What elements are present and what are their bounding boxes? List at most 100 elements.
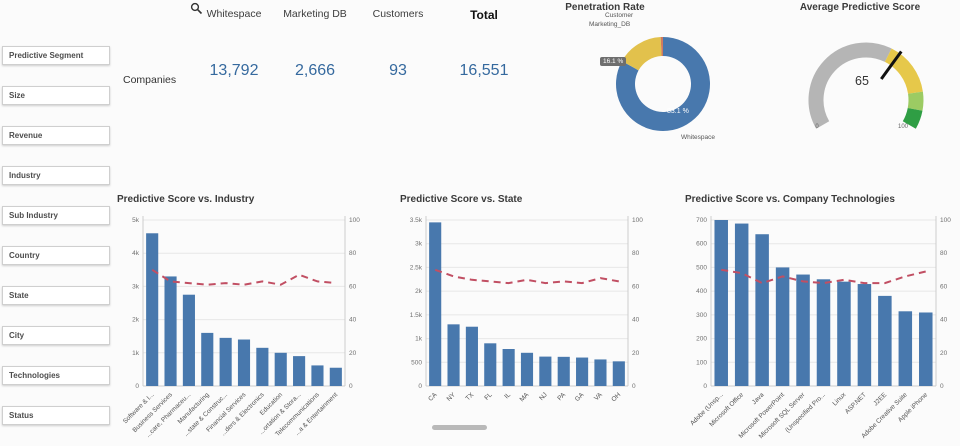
bar[interactable]: [274, 352, 287, 386]
kpi-value-row: 13,792 2,666 93 16,551: [195, 62, 529, 80]
bar[interactable]: [594, 359, 607, 386]
bar[interactable]: [293, 356, 306, 386]
category-label: Software & I...: [122, 391, 156, 425]
right-axis-tick: 0: [940, 383, 944, 390]
category-label: GA: [574, 391, 586, 403]
donut-label-marketing-db: Marketing_DB: [589, 21, 631, 28]
bar[interactable]: [837, 281, 851, 386]
predictive-score-gauge[interactable]: 65 0 100: [788, 28, 948, 143]
right-axis-tick: 0: [632, 383, 636, 390]
penetration-donut-chart[interactable]: Customer Marketing_DB Whitespace 16.1 % …: [575, 12, 750, 147]
filter-country[interactable]: Country: [2, 246, 110, 265]
combo-chart-state[interactable]: 0 500 1k 1.5k 2k 2.5k 3k 3.5k 0 20 40 60 80 100 CA NY TX…: [398, 212, 652, 441]
bar[interactable]: [796, 274, 810, 386]
bar[interactable]: [447, 324, 460, 386]
category-label: NY: [446, 391, 458, 403]
left-axis-tick: 500: [411, 359, 422, 366]
bar[interactable]: [146, 233, 159, 386]
right-axis-tick: 100: [632, 217, 643, 224]
bar[interactable]: [201, 332, 214, 386]
bar[interactable]: [734, 223, 749, 386]
left-axis-tick: 100: [696, 359, 707, 366]
bar[interactable]: [714, 220, 728, 386]
bar[interactable]: [539, 356, 552, 386]
right-axis-tick: 20: [349, 350, 357, 357]
bar[interactable]: [898, 311, 913, 386]
bar[interactable]: [329, 367, 342, 386]
category-label: IL: [503, 391, 512, 400]
bar[interactable]: [465, 326, 478, 386]
right-axis-tick: 60: [632, 283, 640, 290]
category-label: PA: [556, 391, 567, 402]
donut-label-customer: Customer: [605, 12, 634, 19]
chart-score-vs-industry[interactable]: Predictive Score vs. Industry 0 1k 2k 3k 4k 5…: [115, 194, 369, 446]
kpi-value-customers: 93: [389, 62, 407, 79]
combo-chart-technologies[interactable]: 0100200300400500600700020406080100Adobe …: [683, 212, 960, 441]
search-icon[interactable]: [190, 2, 203, 15]
kpi-column-whitespace: Whitespace: [206, 8, 262, 20]
filter-revenue[interactable]: Revenue: [2, 126, 110, 145]
category-label: Java: [751, 391, 766, 406]
left-axis-tick: 5k: [132, 217, 140, 224]
bar[interactable]: [755, 234, 769, 386]
chart-score-vs-state[interactable]: Predictive Score vs. State 0 500 1k 1.5k 2k 2…: [398, 194, 652, 446]
bar[interactable]: [878, 295, 892, 386]
bar[interactable]: [484, 343, 497, 386]
bar[interactable]: [857, 284, 872, 386]
donut-slice-customer[interactable]: [660, 37, 663, 57]
left-axis-tick: 0: [703, 383, 707, 390]
donut-slice-marketing-db[interactable]: [621, 37, 662, 71]
filter-industry[interactable]: Industry: [2, 166, 110, 185]
bar[interactable]: [919, 312, 933, 386]
donut-minor-percent: 16.1 %: [600, 57, 627, 66]
filter-city[interactable]: City: [2, 326, 110, 345]
horizontal-scrollbar[interactable]: [432, 425, 487, 430]
category-label: VA: [593, 391, 604, 402]
donut-slice-whitespace[interactable]: [616, 37, 711, 131]
gauge-max-label: 100: [897, 124, 908, 130]
left-axis-tick: 0: [135, 383, 139, 390]
bar[interactable]: [612, 361, 625, 386]
donut-major-percent: 83.1 %: [667, 108, 689, 115]
bar[interactable]: [576, 357, 589, 386]
bar[interactable]: [816, 279, 831, 386]
category-label: OH: [610, 391, 622, 403]
filter-sub-industry[interactable]: Sub Industry: [2, 206, 110, 225]
bar[interactable]: [557, 356, 570, 386]
left-axis-tick: 400: [696, 288, 707, 295]
filter-size[interactable]: Size: [2, 86, 110, 105]
kpi-value-total: 16,551: [459, 62, 509, 79]
filter-status[interactable]: Status: [2, 406, 110, 425]
donut-title: Penetration Rate: [565, 2, 645, 13]
left-axis-tick: 4k: [132, 250, 140, 257]
bar[interactable]: [502, 349, 515, 386]
bar[interactable]: [237, 339, 251, 386]
bar[interactable]: [256, 347, 269, 386]
left-axis-tick: 700: [696, 217, 707, 224]
gauge-value: 65: [855, 74, 869, 88]
chart-score-vs-technologies[interactable]: Predictive Score vs. Company Technologie…: [683, 194, 960, 446]
right-axis-tick: 80: [940, 250, 948, 257]
category-label: J2EE: [872, 391, 888, 407]
gauge-min-label: 0: [815, 124, 819, 130]
chart-title: Predictive Score vs. State: [400, 194, 523, 205]
filter-state[interactable]: State: [2, 286, 110, 305]
bar[interactable]: [429, 222, 442, 386]
filter-predictive-segment[interactable]: Predictive Segment: [2, 46, 110, 65]
gauge-segment: [902, 107, 923, 129]
bar[interactable]: [775, 267, 790, 386]
bar[interactable]: [164, 276, 177, 386]
gauge-segment: [907, 91, 924, 111]
bar[interactable]: [311, 365, 324, 386]
category-label: Linux: [831, 391, 847, 407]
left-axis-tick: 2k: [415, 288, 423, 295]
bar[interactable]: [182, 294, 195, 386]
bar[interactable]: [219, 337, 232, 386]
kpi-row-label: Companies: [123, 74, 177, 86]
kpi-column-total: Total: [470, 8, 498, 22]
filter-technologies[interactable]: Technologies: [2, 366, 110, 385]
right-axis-tick: 60: [940, 283, 948, 290]
bar[interactable]: [520, 352, 534, 386]
